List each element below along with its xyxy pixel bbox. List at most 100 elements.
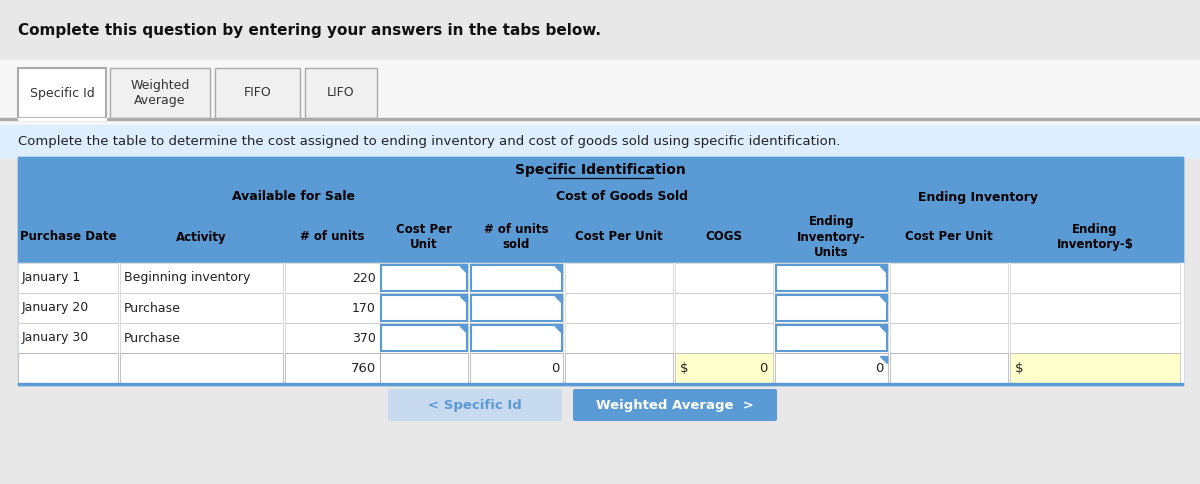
Bar: [674, 323, 773, 353]
Bar: [0, 60, 1200, 125]
Bar: [1010, 263, 1180, 293]
Text: Ending
Inventory-
Units: Ending Inventory- Units: [797, 215, 866, 258]
Text: Specific Id: Specific Id: [30, 87, 95, 100]
Bar: [776, 265, 887, 291]
Bar: [565, 323, 673, 353]
Bar: [18, 323, 118, 353]
Text: Available for Sale: Available for Sale: [233, 191, 355, 203]
Bar: [890, 293, 1008, 323]
Bar: [18, 353, 1183, 383]
Bar: [18, 183, 1183, 211]
FancyBboxPatch shape: [18, 68, 106, 118]
Polygon shape: [460, 266, 467, 273]
Bar: [470, 295, 562, 321]
Bar: [775, 353, 888, 383]
Bar: [775, 293, 888, 323]
Polygon shape: [880, 296, 887, 303]
Text: Cost Per Unit: Cost Per Unit: [575, 230, 662, 243]
Text: January 30: January 30: [22, 332, 89, 345]
Text: Cost of Goods Sold: Cost of Goods Sold: [556, 191, 688, 203]
Bar: [286, 353, 380, 383]
Bar: [565, 293, 673, 323]
Text: Beginning inventory: Beginning inventory: [124, 272, 251, 285]
Bar: [890, 263, 1008, 293]
Text: 760: 760: [350, 362, 376, 375]
Text: 370: 370: [352, 332, 376, 345]
Text: Purchase: Purchase: [124, 302, 181, 315]
Bar: [674, 293, 773, 323]
Bar: [470, 325, 562, 351]
Bar: [676, 354, 772, 382]
Bar: [380, 293, 468, 323]
Bar: [120, 263, 283, 293]
Bar: [380, 263, 468, 293]
Bar: [890, 353, 1008, 383]
Bar: [674, 353, 773, 383]
Bar: [470, 353, 563, 383]
Polygon shape: [554, 266, 562, 273]
Text: Purchase: Purchase: [124, 332, 181, 345]
Polygon shape: [460, 296, 467, 303]
Bar: [1010, 293, 1180, 323]
Bar: [470, 293, 563, 323]
Text: Ending Inventory: Ending Inventory: [918, 191, 1038, 203]
Bar: [890, 323, 1008, 353]
Polygon shape: [554, 326, 562, 333]
Bar: [18, 293, 1183, 323]
Text: Ending
Inventory-$: Ending Inventory-$: [1056, 223, 1134, 251]
Bar: [18, 157, 1183, 183]
Bar: [565, 263, 673, 293]
Bar: [18, 353, 118, 383]
Text: 170: 170: [352, 302, 376, 315]
Text: 220: 220: [353, 272, 376, 285]
Text: Cost Per Unit: Cost Per Unit: [905, 230, 992, 243]
Text: Complete the table to determine the cost assigned to ending inventory and cost o: Complete the table to determine the cost…: [18, 135, 840, 148]
Bar: [18, 293, 118, 323]
Bar: [775, 263, 888, 293]
Bar: [1010, 353, 1180, 383]
Polygon shape: [460, 326, 467, 333]
Text: 0: 0: [876, 362, 884, 375]
Bar: [120, 353, 283, 383]
Text: Purchase Date: Purchase Date: [19, 230, 116, 243]
Bar: [380, 323, 468, 353]
Polygon shape: [880, 326, 887, 333]
Bar: [120, 293, 283, 323]
Text: Specific Identification: Specific Identification: [515, 163, 686, 177]
Polygon shape: [880, 356, 887, 363]
Bar: [18, 263, 1183, 293]
Text: 0: 0: [551, 362, 559, 375]
Bar: [18, 263, 118, 293]
Text: Activity: Activity: [176, 230, 227, 243]
Bar: [18, 323, 1183, 353]
FancyBboxPatch shape: [388, 389, 562, 421]
Text: FIFO: FIFO: [244, 87, 271, 100]
Bar: [0, 125, 1200, 157]
FancyBboxPatch shape: [110, 68, 210, 118]
Text: LIFO: LIFO: [328, 87, 355, 100]
Bar: [776, 295, 887, 321]
Bar: [0, 118, 1200, 120]
Text: # of units: # of units: [300, 230, 365, 243]
Text: January 1: January 1: [22, 272, 82, 285]
Text: COGS: COGS: [706, 230, 743, 243]
Text: Weighted Average  >: Weighted Average >: [596, 398, 754, 411]
Bar: [470, 323, 563, 353]
Bar: [470, 265, 562, 291]
Text: $: $: [680, 362, 689, 375]
Bar: [380, 353, 468, 383]
Text: January 20: January 20: [22, 302, 89, 315]
Bar: [776, 325, 887, 351]
Bar: [286, 293, 380, 323]
Bar: [674, 263, 773, 293]
Bar: [18, 211, 1183, 263]
Bar: [775, 323, 888, 353]
Polygon shape: [554, 296, 562, 303]
FancyBboxPatch shape: [305, 68, 377, 118]
Bar: [18, 383, 1183, 385]
FancyBboxPatch shape: [574, 389, 778, 421]
Text: 0: 0: [760, 362, 768, 375]
Bar: [1010, 323, 1180, 353]
Bar: [18, 157, 1183, 385]
Text: $: $: [1015, 362, 1024, 375]
